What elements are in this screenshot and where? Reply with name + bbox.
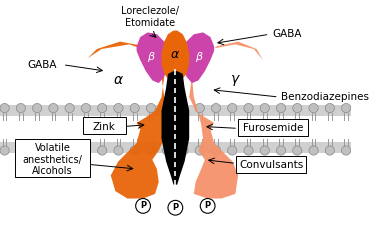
Text: GABA: GABA [272, 29, 302, 39]
Circle shape [0, 146, 9, 155]
Polygon shape [189, 42, 263, 198]
Circle shape [0, 103, 9, 113]
Circle shape [200, 198, 215, 213]
Text: $\alpha$: $\alpha$ [112, 73, 124, 87]
Text: P: P [172, 203, 179, 212]
FancyBboxPatch shape [238, 119, 308, 136]
Circle shape [276, 103, 286, 113]
Text: Loreclezole/
Etomidate: Loreclezole/ Etomidate [122, 6, 179, 28]
Circle shape [195, 146, 204, 155]
Circle shape [136, 198, 150, 213]
Text: Volatile
anesthetics/
Alcohols: Volatile anesthetics/ Alcohols [23, 143, 82, 176]
Circle shape [342, 103, 351, 113]
FancyBboxPatch shape [83, 117, 125, 134]
Circle shape [163, 103, 172, 113]
Text: Furosemide: Furosemide [243, 123, 303, 133]
FancyBboxPatch shape [236, 156, 306, 173]
Circle shape [179, 103, 188, 113]
Circle shape [211, 146, 221, 155]
Circle shape [260, 146, 269, 155]
Text: $\beta$: $\beta$ [147, 50, 156, 64]
Circle shape [228, 103, 237, 113]
Circle shape [81, 146, 90, 155]
Circle shape [81, 103, 90, 113]
Text: GABA: GABA [28, 60, 57, 70]
Text: Convulsants: Convulsants [239, 160, 304, 170]
Circle shape [244, 146, 253, 155]
Polygon shape [162, 30, 189, 80]
Circle shape [293, 103, 302, 113]
Circle shape [168, 200, 183, 215]
Circle shape [49, 146, 58, 155]
Circle shape [146, 103, 155, 113]
Circle shape [146, 146, 155, 155]
Circle shape [309, 146, 318, 155]
Circle shape [325, 103, 334, 113]
Text: Zink: Zink [93, 122, 116, 131]
Text: P: P [140, 201, 146, 210]
Circle shape [49, 103, 58, 113]
Circle shape [65, 103, 74, 113]
Text: P: P [204, 201, 211, 210]
Circle shape [33, 103, 42, 113]
Polygon shape [88, 42, 168, 198]
Circle shape [211, 103, 221, 113]
Polygon shape [136, 32, 168, 83]
FancyBboxPatch shape [0, 105, 351, 116]
Circle shape [130, 103, 139, 113]
Polygon shape [183, 32, 214, 83]
Circle shape [98, 103, 107, 113]
Circle shape [65, 146, 74, 155]
Text: Benzodiazepines: Benzodiazepines [282, 92, 369, 102]
Text: $\gamma$: $\gamma$ [230, 73, 241, 88]
Polygon shape [162, 71, 189, 185]
Circle shape [33, 146, 42, 155]
Circle shape [16, 146, 25, 155]
Circle shape [342, 146, 351, 155]
Circle shape [228, 146, 237, 155]
Circle shape [114, 146, 123, 155]
Circle shape [16, 103, 25, 113]
FancyBboxPatch shape [0, 142, 351, 153]
FancyBboxPatch shape [15, 139, 90, 177]
Circle shape [179, 146, 188, 155]
Circle shape [293, 146, 302, 155]
Circle shape [98, 146, 107, 155]
Circle shape [309, 103, 318, 113]
Circle shape [130, 146, 139, 155]
Text: $\alpha$: $\alpha$ [170, 48, 180, 61]
Circle shape [276, 146, 286, 155]
Circle shape [195, 103, 204, 113]
Circle shape [244, 103, 253, 113]
Circle shape [163, 146, 172, 155]
Circle shape [260, 103, 269, 113]
Text: $\beta$: $\beta$ [195, 50, 204, 64]
Circle shape [325, 146, 334, 155]
Circle shape [114, 103, 123, 113]
